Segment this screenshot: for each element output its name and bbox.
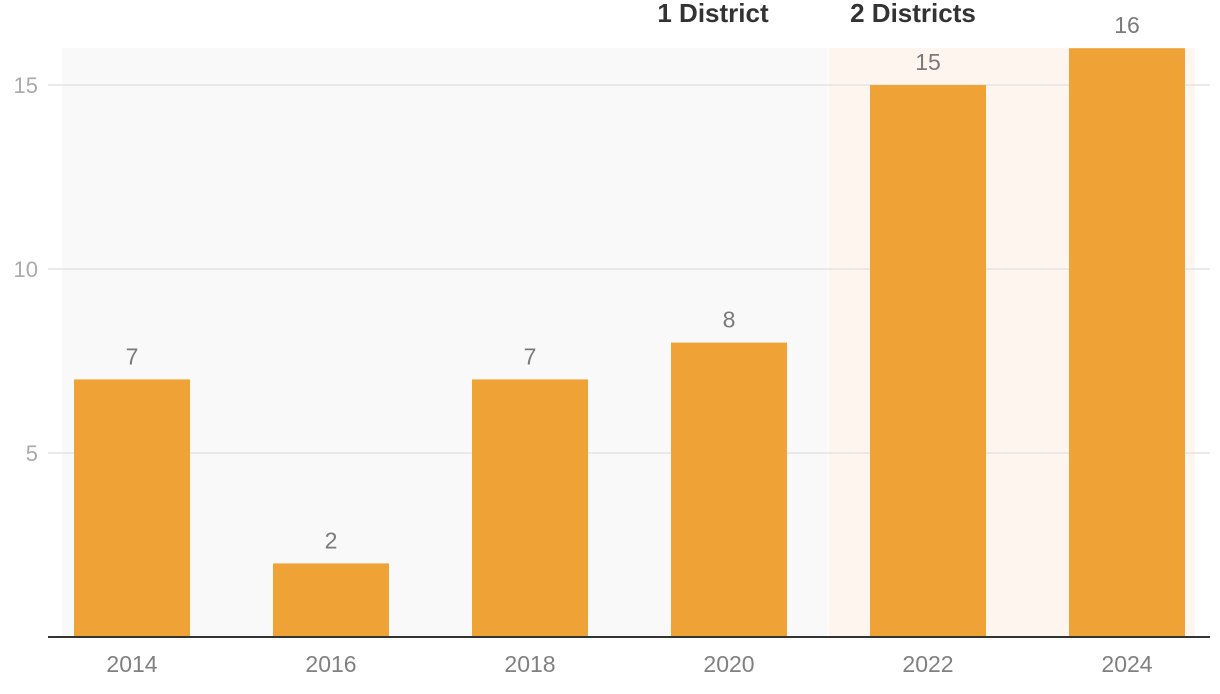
bar [472,379,588,637]
bar [671,342,787,637]
x-tick-label: 2016 [305,651,356,677]
x-tick-label: 2014 [106,651,157,677]
bars [74,48,1185,637]
data-label: 16 [1114,12,1140,38]
bar [273,563,389,637]
bar [74,379,190,637]
y-axis: 5 10 15 [14,73,38,466]
data-labels: 7 2 7 8 15 16 [126,12,1140,553]
region-labels: 1 District 2 Districts [657,0,976,28]
background-regions [62,48,1195,637]
y-tick-label: 10 [14,257,38,282]
data-label: 7 [126,343,139,369]
y-tick-label: 5 [26,441,38,466]
x-axis: 2014 2016 2018 2020 2022 2024 [48,636,1210,677]
x-tick-label: 2018 [504,651,555,677]
y-tick-label: 15 [14,73,38,98]
x-tick-label: 2024 [1101,651,1152,677]
data-label: 15 [915,49,941,75]
bar [1069,48,1185,637]
data-label: 7 [524,343,537,369]
data-label: 2 [325,527,338,553]
bar [870,85,986,637]
data-label: 8 [723,307,736,333]
x-tick-label: 2022 [902,651,953,677]
region-label: 1 District [657,0,769,28]
region-label: 2 Districts [850,0,976,28]
x-tick-label: 2020 [703,651,754,677]
gridlines [48,84,1210,454]
